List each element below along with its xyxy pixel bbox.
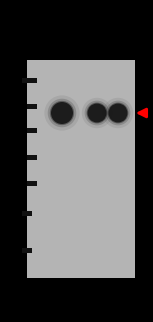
Ellipse shape (88, 103, 106, 122)
Ellipse shape (108, 102, 129, 123)
Bar (22, 248, 32, 253)
Ellipse shape (106, 101, 130, 125)
Ellipse shape (48, 99, 76, 127)
Bar (27, 60, 135, 278)
Bar (27, 155, 37, 160)
Ellipse shape (51, 102, 73, 124)
Ellipse shape (50, 101, 74, 125)
Bar (22, 211, 32, 216)
Ellipse shape (87, 102, 107, 123)
Ellipse shape (103, 98, 133, 128)
Bar (22, 78, 37, 83)
Bar (27, 128, 37, 133)
Bar (27, 104, 37, 109)
Ellipse shape (44, 95, 80, 131)
Ellipse shape (85, 101, 109, 125)
Bar (27, 181, 37, 186)
Ellipse shape (108, 103, 127, 122)
Ellipse shape (82, 98, 112, 128)
